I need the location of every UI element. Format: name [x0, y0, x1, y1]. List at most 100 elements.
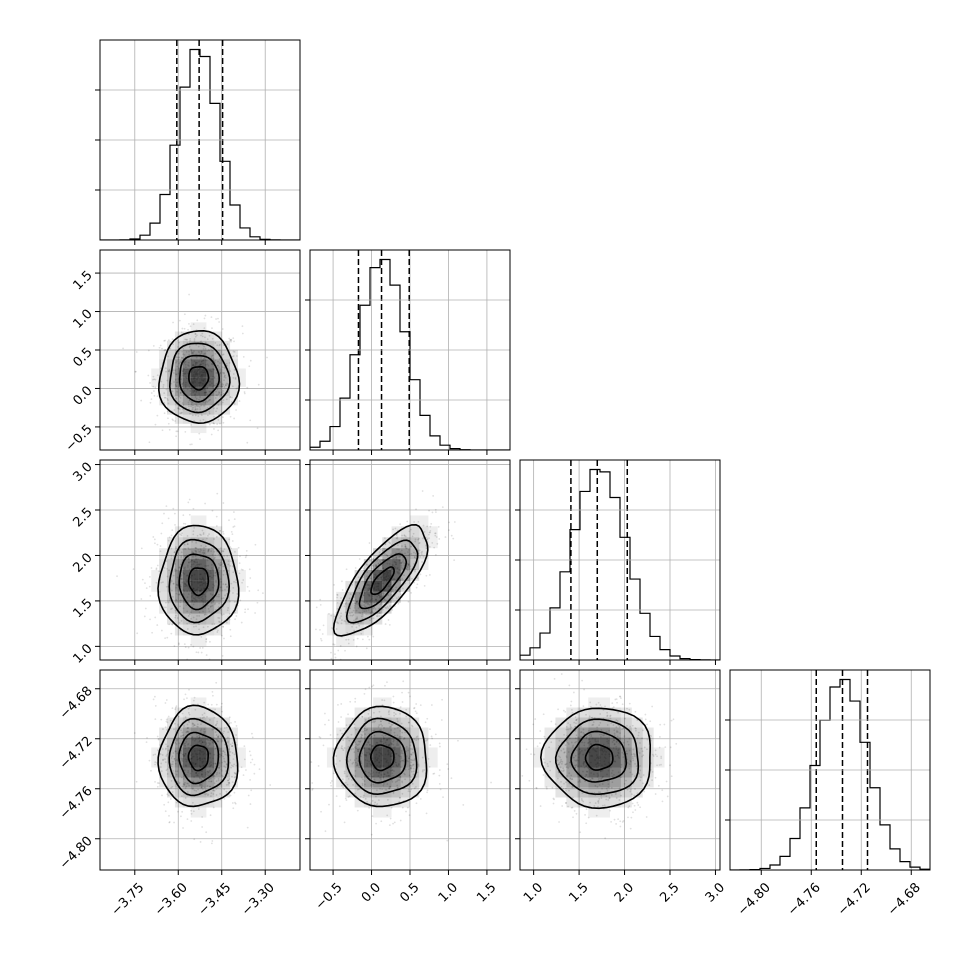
sample-point	[204, 401, 207, 404]
sample-point	[214, 556, 216, 559]
sample-point	[359, 795, 362, 798]
sample-point	[187, 743, 189, 746]
sample-point	[203, 353, 205, 355]
sample-point	[407, 691, 410, 694]
sample-point	[641, 755, 644, 758]
sample-point	[392, 774, 394, 777]
sample-point	[191, 404, 194, 407]
sample-point	[626, 788, 629, 791]
sample-point	[175, 546, 177, 548]
sample-point	[381, 547, 384, 550]
sample-point	[184, 372, 187, 375]
density-cell	[345, 737, 355, 748]
sample-point	[411, 759, 414, 762]
sample-point	[188, 353, 191, 356]
sample-point	[371, 772, 374, 775]
sample-point	[231, 752, 234, 754]
sample-point	[172, 770, 174, 772]
sample-point	[224, 588, 226, 591]
sample-point	[251, 732, 253, 735]
sample-point	[204, 595, 207, 598]
sample-point	[187, 364, 189, 366]
sample-point	[179, 391, 182, 394]
sample-point	[164, 339, 167, 342]
density-cell	[190, 340, 199, 350]
sample-point	[194, 335, 197, 338]
sample-point	[229, 395, 232, 398]
sample-point	[156, 395, 159, 398]
sample-point	[363, 601, 365, 604]
sample-point	[173, 563, 176, 565]
sample-point	[379, 560, 381, 562]
sample-point	[167, 417, 169, 420]
sample-point	[331, 780, 333, 782]
density-cell	[190, 350, 199, 360]
sample-point	[602, 743, 605, 746]
sample-point	[165, 370, 167, 373]
sample-point	[166, 768, 169, 771]
sample-point	[186, 727, 189, 730]
sample-point	[211, 694, 214, 697]
sample-point	[185, 773, 188, 776]
sample-point	[351, 583, 353, 586]
sample-point	[172, 419, 175, 422]
sample-point	[371, 744, 374, 747]
sample-point	[200, 370, 203, 373]
sample-point	[395, 744, 398, 746]
sample-point	[582, 731, 585, 734]
sample-point	[399, 796, 401, 799]
sample-point	[422, 524, 425, 527]
sample-point	[178, 356, 181, 359]
density-cell	[555, 787, 567, 798]
sample-point	[180, 795, 183, 797]
contour-line-3	[157, 329, 241, 425]
sample-point	[248, 750, 251, 753]
sample-point	[206, 537, 208, 540]
sample-point	[570, 774, 573, 777]
sample-point	[574, 754, 577, 757]
sample-point	[223, 386, 226, 388]
panel-content	[310, 250, 510, 450]
xtick-label-4: 1.5	[474, 880, 499, 905]
sample-point	[242, 579, 245, 581]
sample-point	[204, 613, 207, 616]
sample-point	[188, 613, 191, 616]
density-cell	[653, 757, 665, 768]
sample-point	[224, 376, 227, 379]
density-cell	[214, 359, 223, 369]
sample-point	[180, 729, 183, 732]
density-cell	[345, 591, 355, 603]
sample-point	[196, 334, 198, 337]
sample-point	[387, 619, 390, 621]
density-cell	[230, 591, 238, 603]
sample-point	[174, 570, 177, 572]
sample-point	[380, 602, 383, 605]
sample-point	[211, 382, 213, 385]
sample-point	[165, 388, 168, 391]
sample-point	[193, 750, 196, 752]
density-cell	[373, 548, 383, 560]
sample-point	[428, 509, 430, 512]
sample-point	[565, 728, 568, 731]
sample-point	[376, 612, 379, 615]
sample-point	[193, 376, 196, 379]
density-cell	[610, 777, 621, 788]
sample-point	[396, 727, 399, 729]
sample-point	[186, 758, 189, 761]
sample-point	[201, 529, 204, 532]
sample-point	[186, 818, 189, 821]
sample-point	[604, 753, 607, 756]
sample-point	[175, 547, 177, 550]
sample-point	[180, 357, 183, 360]
sample-point	[187, 585, 190, 588]
density-cell	[419, 777, 429, 788]
sample-point	[179, 412, 182, 415]
sample-point	[380, 559, 383, 562]
density-cell	[214, 624, 223, 636]
sample-point	[410, 770, 413, 773]
density-cell	[222, 548, 231, 560]
sample-point	[221, 750, 224, 753]
sample-point	[369, 716, 372, 718]
sample-point	[384, 758, 387, 760]
sample-point	[210, 547, 213, 550]
